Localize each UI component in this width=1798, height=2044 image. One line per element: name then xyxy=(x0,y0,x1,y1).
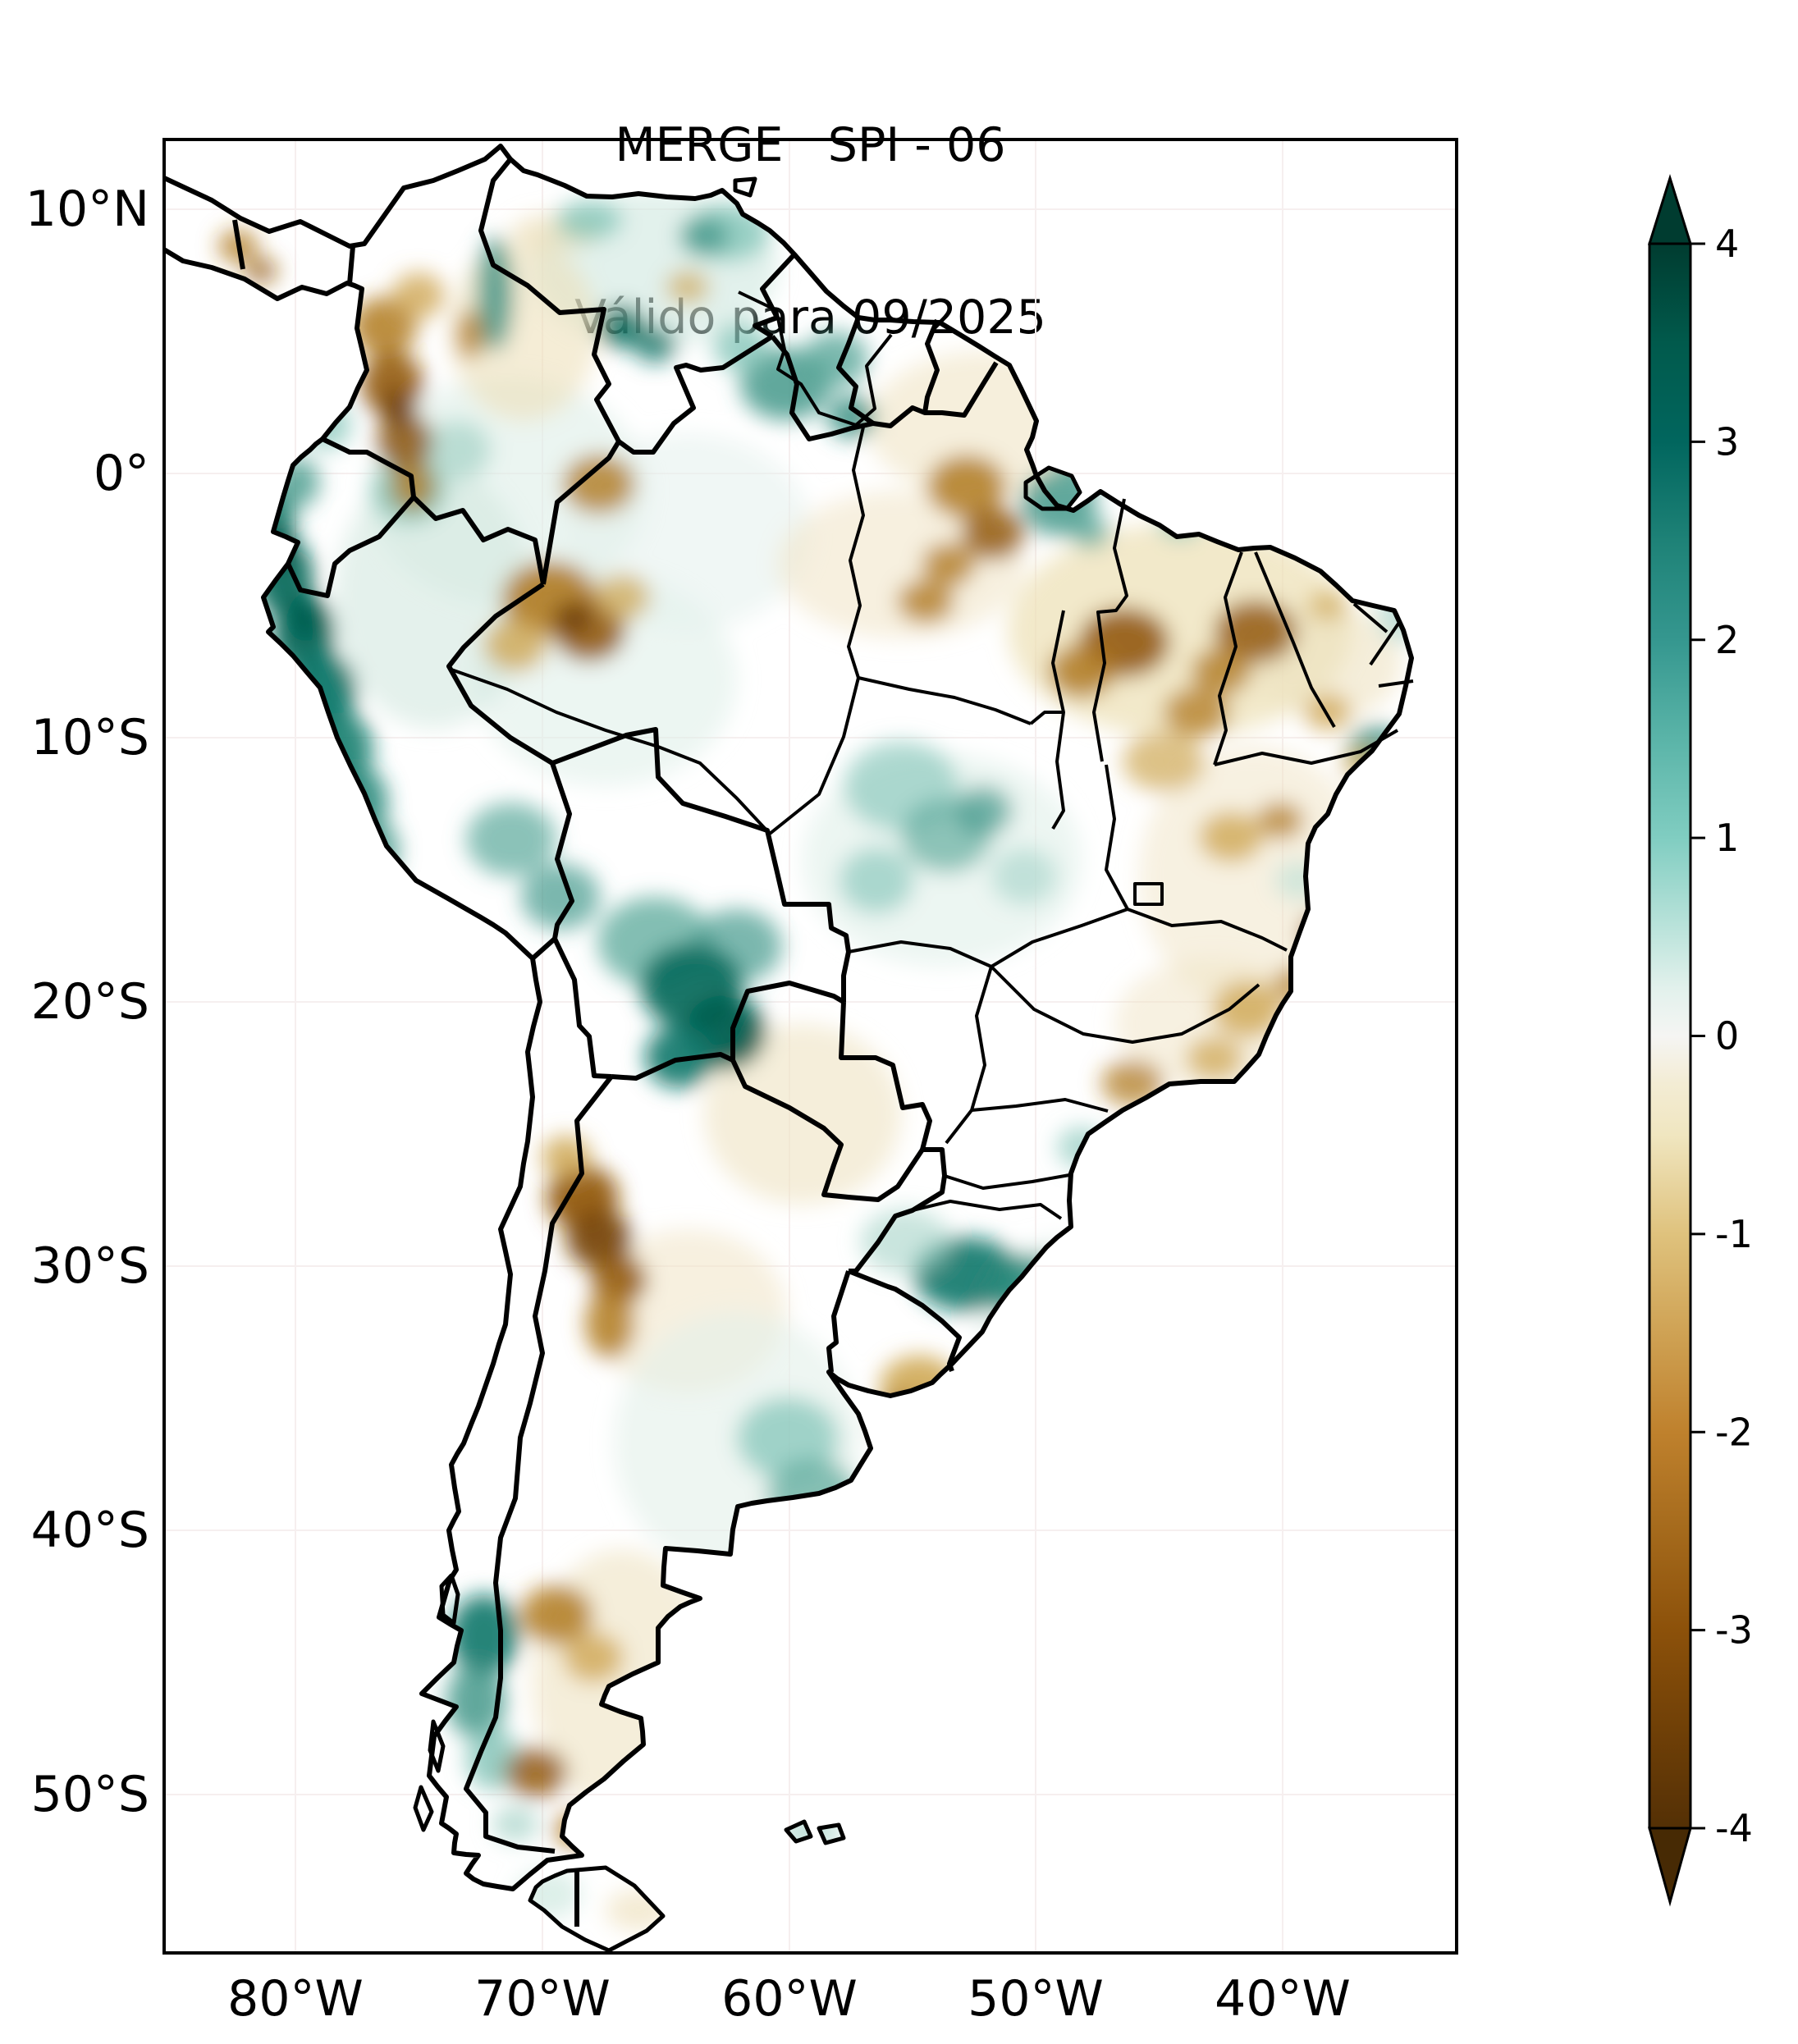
state-border xyxy=(990,908,1260,1044)
country-border xyxy=(550,762,574,940)
colorbar-tick-label: 4 xyxy=(1715,222,1739,266)
colorbar-tick-label: -1 xyxy=(1715,1212,1753,1256)
country-border xyxy=(753,252,797,339)
state-border xyxy=(1352,602,1389,633)
country-border xyxy=(922,318,940,414)
country-border xyxy=(836,316,875,426)
colorbar-tick-label: -2 xyxy=(1715,1410,1753,1454)
x-tick-label: 80°W xyxy=(227,1970,364,2028)
country-border xyxy=(286,496,416,598)
colorbar: 4 3 2 1 0 -1 -2 -3 -4 xyxy=(1647,173,1753,1907)
island-outline xyxy=(439,1573,460,1626)
state-border xyxy=(847,423,866,679)
country-border xyxy=(617,334,774,455)
island-outline xyxy=(428,1719,446,1773)
state-border xyxy=(1092,498,1128,762)
state-border xyxy=(1369,622,1400,666)
island-outline xyxy=(528,1865,666,1953)
state-border xyxy=(1051,610,1065,830)
y-tick-label: 30°S xyxy=(30,1237,149,1295)
island-outline xyxy=(817,1822,846,1845)
island-outline xyxy=(413,1785,434,1832)
state-border xyxy=(944,1173,1070,1190)
x-tick-label: 70°W xyxy=(474,1970,611,2028)
country-border xyxy=(551,727,851,1002)
plot-frame xyxy=(162,138,1458,1955)
country-border xyxy=(839,1001,932,1150)
country-border xyxy=(347,245,355,285)
y-tick-label: 10°N xyxy=(25,181,149,238)
south-america-map: INPE xyxy=(162,138,1458,1955)
y-tick-label: 0° xyxy=(93,445,149,502)
x-tick-label: 40°W xyxy=(1215,1970,1351,2028)
colorbar-tick-label: 3 xyxy=(1715,419,1739,464)
colorbar-tick-label: 0 xyxy=(1715,1014,1739,1059)
state-border xyxy=(858,676,1032,725)
y-tick-label: 20°S xyxy=(30,973,149,1031)
country-border xyxy=(321,437,416,498)
state-border xyxy=(1214,729,1399,766)
x-tick-label: 50°W xyxy=(968,1970,1104,2028)
title-line-1: MERGE SPI - 06 xyxy=(615,118,1006,172)
state-border xyxy=(945,966,993,1145)
spi-raster xyxy=(218,191,1411,1931)
country-border xyxy=(730,981,845,1060)
state-border xyxy=(451,668,771,835)
state-border xyxy=(848,940,992,968)
country-border xyxy=(849,1147,947,1273)
y-tick-label: 40°S xyxy=(30,1502,149,1559)
island-outline xyxy=(733,176,757,198)
state-border xyxy=(1133,882,1164,906)
country-border xyxy=(826,1270,851,1373)
x-tick-label: 60°W xyxy=(721,1970,858,2028)
state-border xyxy=(912,1200,1063,1220)
country-border xyxy=(232,219,245,270)
country-border xyxy=(411,495,546,585)
colorbar-top-arrow xyxy=(1647,173,1693,245)
state-border xyxy=(768,677,860,835)
country-border xyxy=(478,158,621,443)
country-border xyxy=(730,1059,925,1202)
y-tick-label: 10°S xyxy=(30,709,149,766)
colorbar-gradient xyxy=(1648,242,1692,1830)
country-border xyxy=(552,937,612,1079)
colorbar-bottom-arrow xyxy=(1648,1827,1692,1907)
state-border xyxy=(971,1098,1109,1113)
country-border xyxy=(847,1269,962,1372)
country-border xyxy=(464,1075,614,1854)
state-border xyxy=(1105,764,1129,910)
island-outline xyxy=(1023,465,1082,511)
island-outline xyxy=(784,1819,813,1844)
colorbar-tick-label: 1 xyxy=(1715,816,1739,860)
state-border xyxy=(1029,711,1064,725)
state-border xyxy=(738,290,893,427)
country-border xyxy=(446,582,554,766)
state-border xyxy=(1254,551,1336,729)
state-border xyxy=(1213,551,1243,766)
colorbar-tick-label: -3 xyxy=(1715,1608,1753,1653)
coastline xyxy=(162,144,1414,1891)
state-border xyxy=(1127,908,1288,952)
country-border xyxy=(611,1052,734,1081)
country-border xyxy=(531,936,556,961)
y-tick-label: 50°S xyxy=(30,1766,149,1823)
colorbar-tick-label: 2 xyxy=(1715,618,1739,662)
colorbar-tick-label: -4 xyxy=(1715,1806,1753,1850)
country-border xyxy=(541,440,621,585)
